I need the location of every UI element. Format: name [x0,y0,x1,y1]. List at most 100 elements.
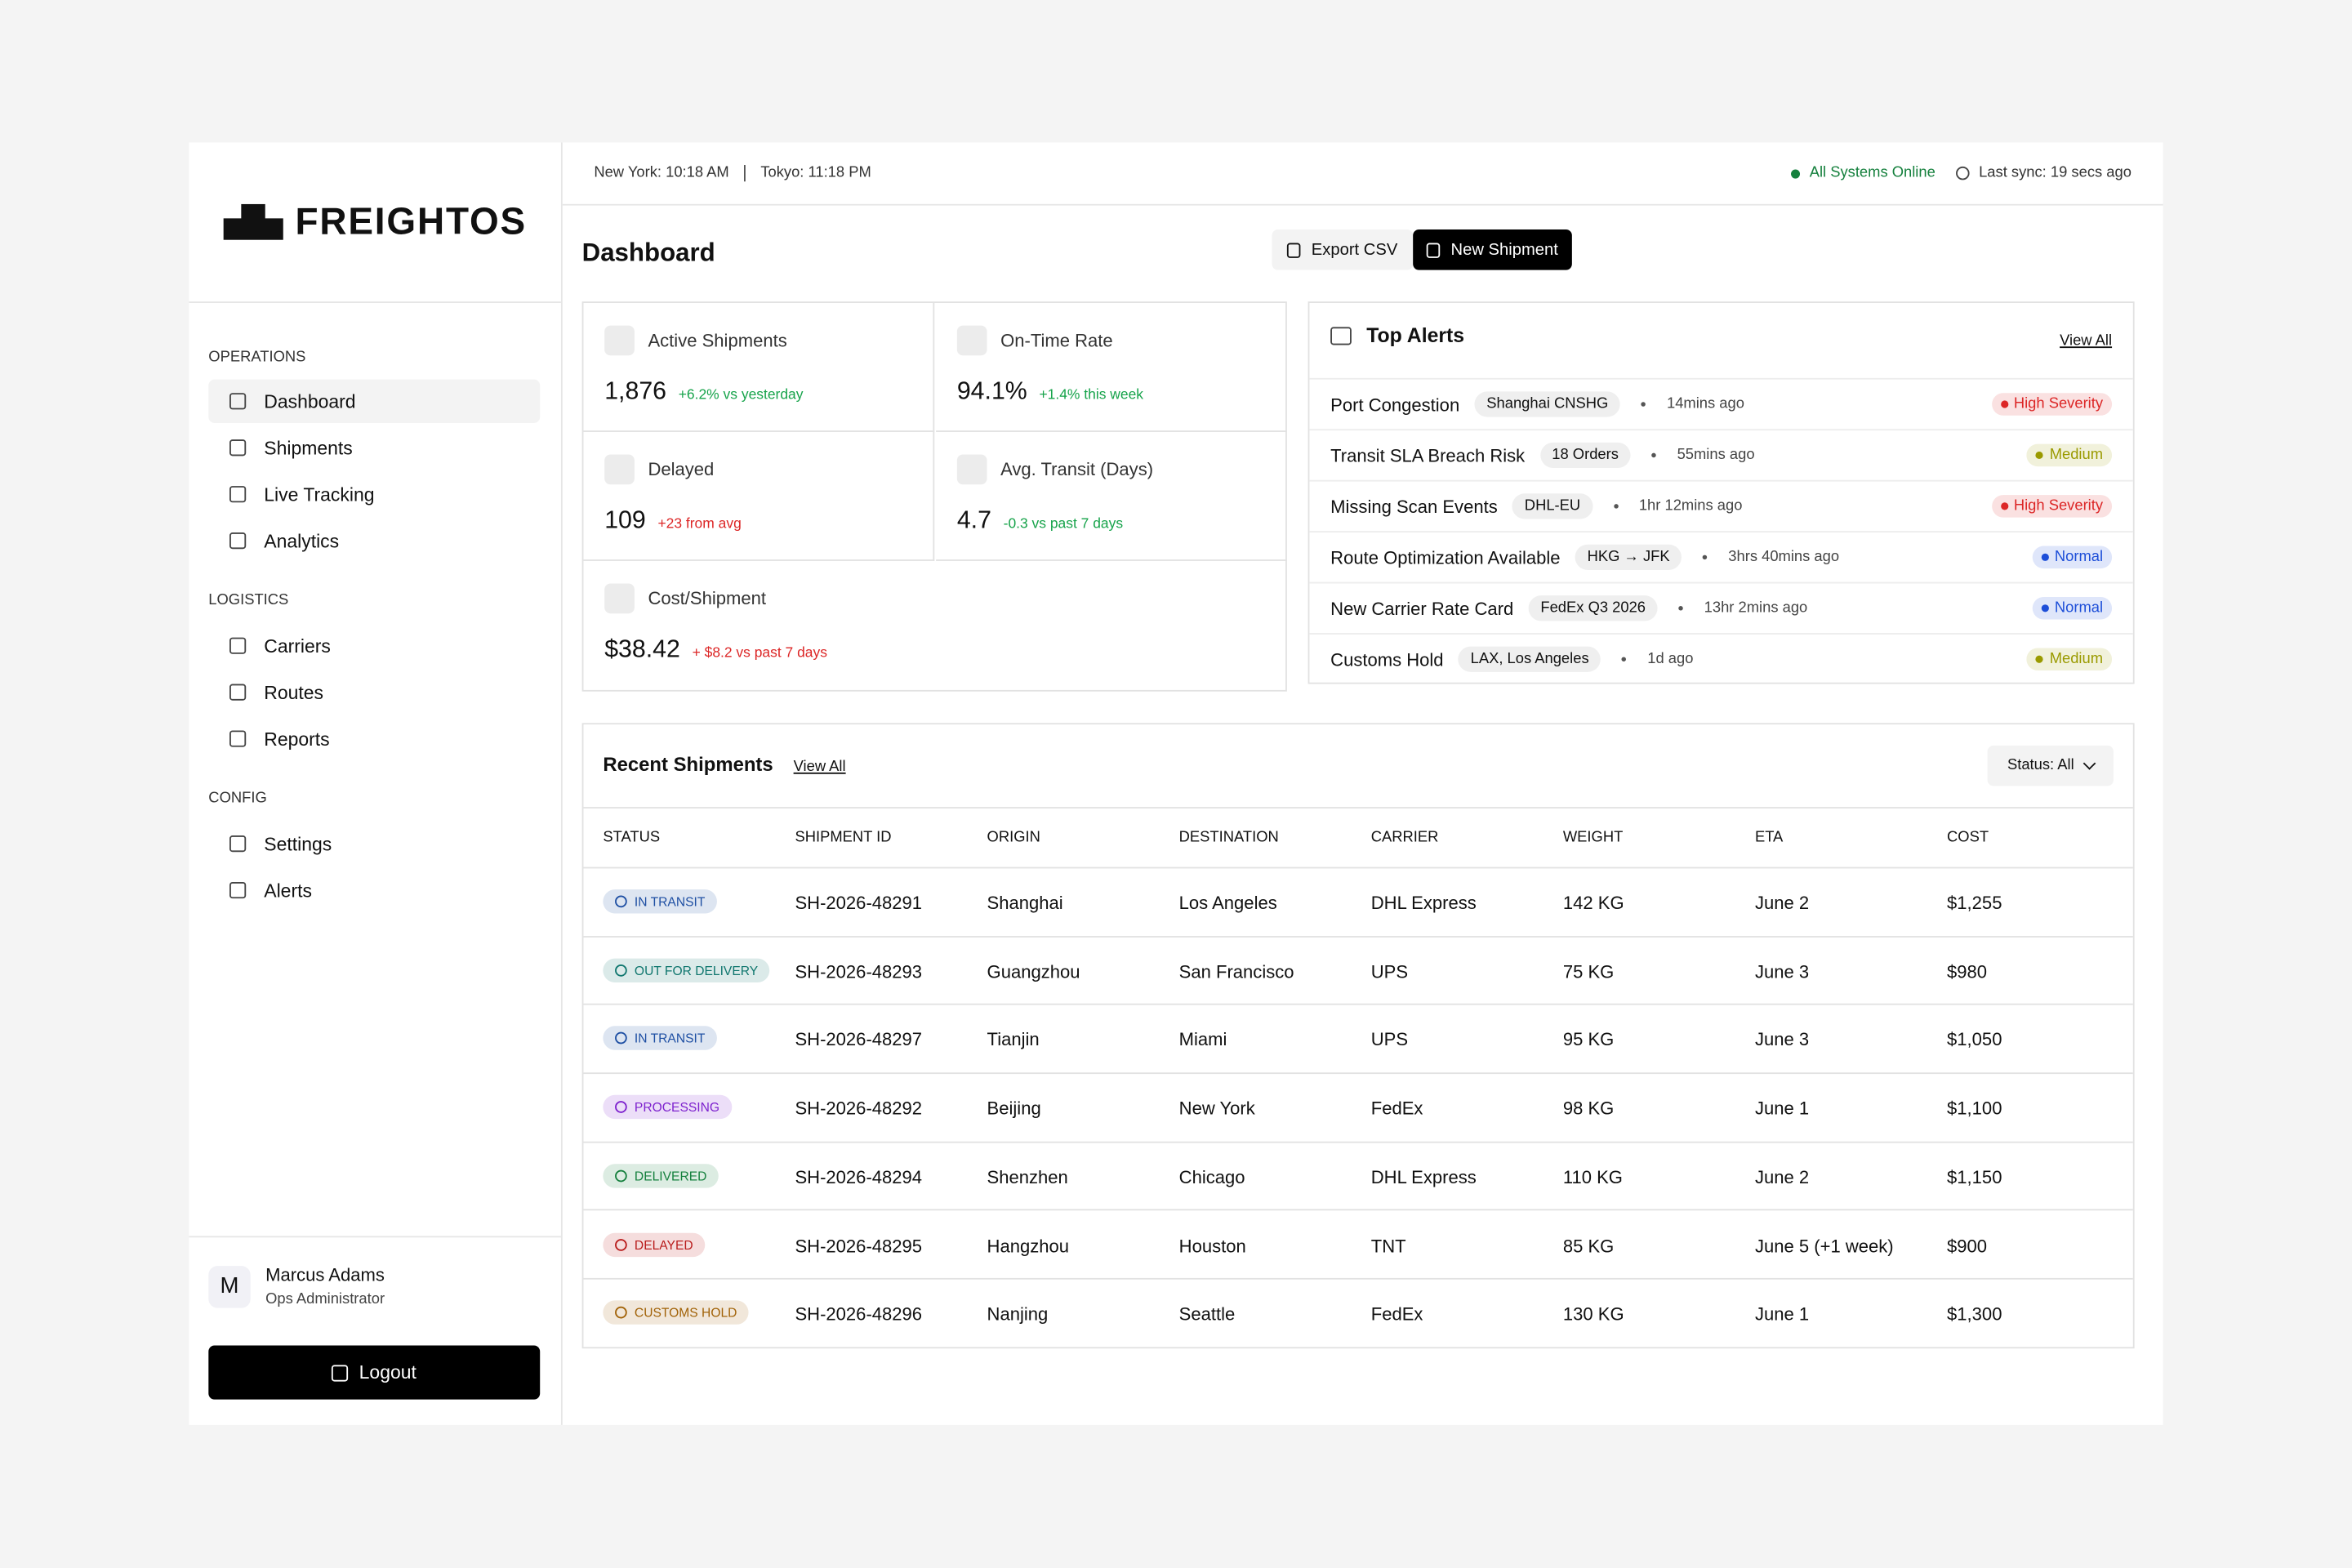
shipments-title: Recent Shipments [603,753,773,776]
nav-item[interactable]: Live Tracking [208,473,540,516]
table-row: CUSTOMS HOLD SH-2026-48296 Nanjing Seattle F… [583,1280,2132,1348]
nav-section-label: OPERATIONS [208,349,306,367]
kpi-icon [604,454,635,485]
table-header: STATUS SHIPMENT ID ORIGIN DESTINATION CARRIE… [583,807,2133,869]
kpi-value: 109 [604,506,646,534]
user-info: M Marcus Adams Ops Administrator [208,1264,385,1308]
table-cell: 75 KG [1562,960,1615,982]
nav-label: Reports [264,728,330,750]
kpi-header: Avg. Transit (Days) [956,454,1153,485]
nav-label: Carriers [264,635,331,657]
table-row: IN TRANSIT SH-2026-48297 Tianjin Miami UPS 95… [583,1005,2133,1075]
status-icon [615,1101,627,1114]
table-cell: June 1 [1754,1303,1810,1325]
kpi-value-row: 94.1% +1.4% this week [957,378,1143,407]
nav-item[interactable]: Alerts [208,868,540,911]
table-cell: Chicago [1178,1166,1245,1188]
status-badge: DELIVERED [603,1163,719,1188]
kpi-value-row: 109 +23 from avg [604,507,742,536]
severity-badge: Medium [2027,443,2113,467]
kpi-delta: +23 from avg [657,515,742,533]
table-cell: TNT [1370,1235,1406,1257]
kpi-icon [604,583,635,614]
alert-title: Missing Scan Events [1330,496,1498,517]
app-window: FREIGHTOS OPERATIONS Dashboard Shipments Liv… [189,142,2163,1425]
logout-button[interactable]: Logout [208,1345,541,1400]
nav-item[interactable]: Analytics [208,519,540,562]
logout-label: Logout [359,1361,416,1383]
table-row: OUT FOR DELIVERY SH-2026-48293 Guangzhou Sa… [583,937,2133,1006]
clock-divider [744,165,746,182]
header-button[interactable]: New Shipment [1413,229,1572,270]
severity-dot [2041,553,2049,561]
status-badge: OUT FOR DELIVERY [603,958,770,982]
nav-icon [229,730,247,747]
nav-label: Routes [264,681,324,703]
table-cell: $1,100 [1947,1098,2002,1120]
alerts-view-all[interactable]: View All [2060,332,2113,350]
system-status: All Systems Online Last sync: 19 secs ago [1791,165,2132,181]
nav-item[interactable]: Routes [208,670,540,714]
button-label: Export CSV [1311,240,1398,259]
table-cell: Seattle [1178,1303,1236,1325]
alert-time: 3hrs 40mins ago [1728,549,1840,566]
alert-tag: DHL-EU [1512,493,1592,519]
nav-label: Shipments [264,437,353,459]
column-header: SHIPMENT ID [795,829,892,846]
status-icon [615,1032,627,1045]
alert-row: New Carrier Rate Card FedEx Q3 2026 13hr 2… [1309,581,2133,633]
alert-tag: 18 Orders [1539,442,1631,469]
logo-text: FREIGHTOS [295,200,528,243]
table-cell: Nanjing [987,1303,1049,1325]
table-row: IN TRANSIT SH-2026-48291 Shanghai Los Angel… [583,868,2133,938]
alerts-header: Top Alerts [1330,324,1464,346]
table-cell: 130 KG [1562,1303,1624,1325]
table-cell: Hangzhou [987,1235,1070,1257]
status-icon [615,1169,627,1182]
kpi-value-row: $38.42 + $8.2 vs past 7 days [604,636,827,665]
alerts-icon [1330,326,1352,345]
header-button[interactable]: Export CSV [1272,229,1414,270]
kpi-value-row: 1,876 +6.2% vs yesterday [604,378,803,407]
table-cell: FedEx [1370,1098,1423,1120]
kpi-label: Cost/Shipment [648,587,767,609]
status-badge: IN TRANSIT [603,889,718,914]
nav-item[interactable]: Reports [208,717,540,760]
column-header: ETA [1754,829,1784,846]
logout-icon [332,1364,349,1381]
alert-tag: FedEx Q3 2026 [1528,595,1658,621]
nav-icon [229,835,247,853]
table-cell: Beijing [987,1098,1041,1120]
alert-tag: HKG → JFK [1575,544,1682,570]
table-row: DELIVERED SH-2026-48294 Shenzhen Chicago DHL… [583,1143,2133,1212]
nav-item[interactable]: Dashboard [208,379,541,423]
table-cell: UPS [1370,1029,1409,1051]
table-cell: DHL Express [1370,892,1477,914]
clock: New York: 10:18 AM [594,165,729,182]
status-label: OUT FOR DELIVERY [634,962,759,978]
severity-badge: High Severity [1991,393,2113,416]
table-cell: June 5 (+1 week) [1754,1235,1894,1257]
status-icon [615,895,627,908]
nav-icon [229,881,247,899]
column-header: ORIGIN [987,829,1040,846]
table-cell: Shenzhen [987,1166,1068,1188]
table-row: PROCESSING SH-2026-48292 Beijing New York Fe… [583,1074,2133,1143]
kpi-delta: +1.4% this week [1039,386,1144,404]
table-cell: $1,150 [1947,1166,2002,1188]
nav-item[interactable]: Shipments [208,426,540,470]
kpi-delta: +6.2% vs yesterday [678,386,804,404]
nav-icon [229,637,247,654]
table-cell: SH-2026-48294 [795,1166,923,1188]
status-filter[interactable]: Status: All [1987,745,2114,786]
nav-item[interactable]: Settings [208,822,540,866]
shipments-view-all[interactable]: View All [793,759,846,776]
severity-label: Medium [2049,651,2104,668]
column-header: CARRIER [1370,829,1439,846]
severity-dot [2036,451,2044,460]
nav-item[interactable]: Carriers [208,624,540,667]
table-cell: Tianjin [987,1029,1040,1051]
button-label: New Shipment [1450,240,1558,259]
alert-dot [1651,452,1656,458]
